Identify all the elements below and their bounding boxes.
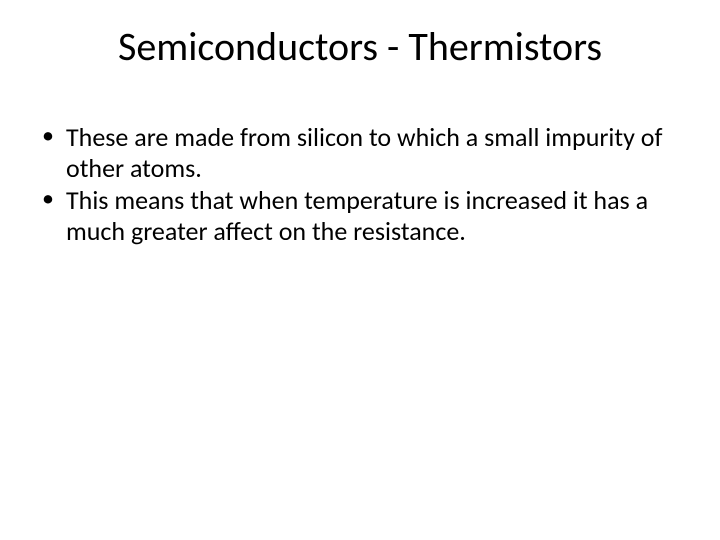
slide-title: Semiconductors - Thermistors bbox=[0, 22, 720, 71]
slide-body: These are made from silicon to which a s… bbox=[38, 122, 680, 249]
bullet-item: These are made from silicon to which a s… bbox=[38, 122, 680, 183]
slide: Semiconductors - Thermistors These are m… bbox=[0, 0, 720, 540]
bullet-item: This means that when temperature is incr… bbox=[38, 185, 680, 246]
bullet-list: These are made from silicon to which a s… bbox=[38, 122, 680, 247]
